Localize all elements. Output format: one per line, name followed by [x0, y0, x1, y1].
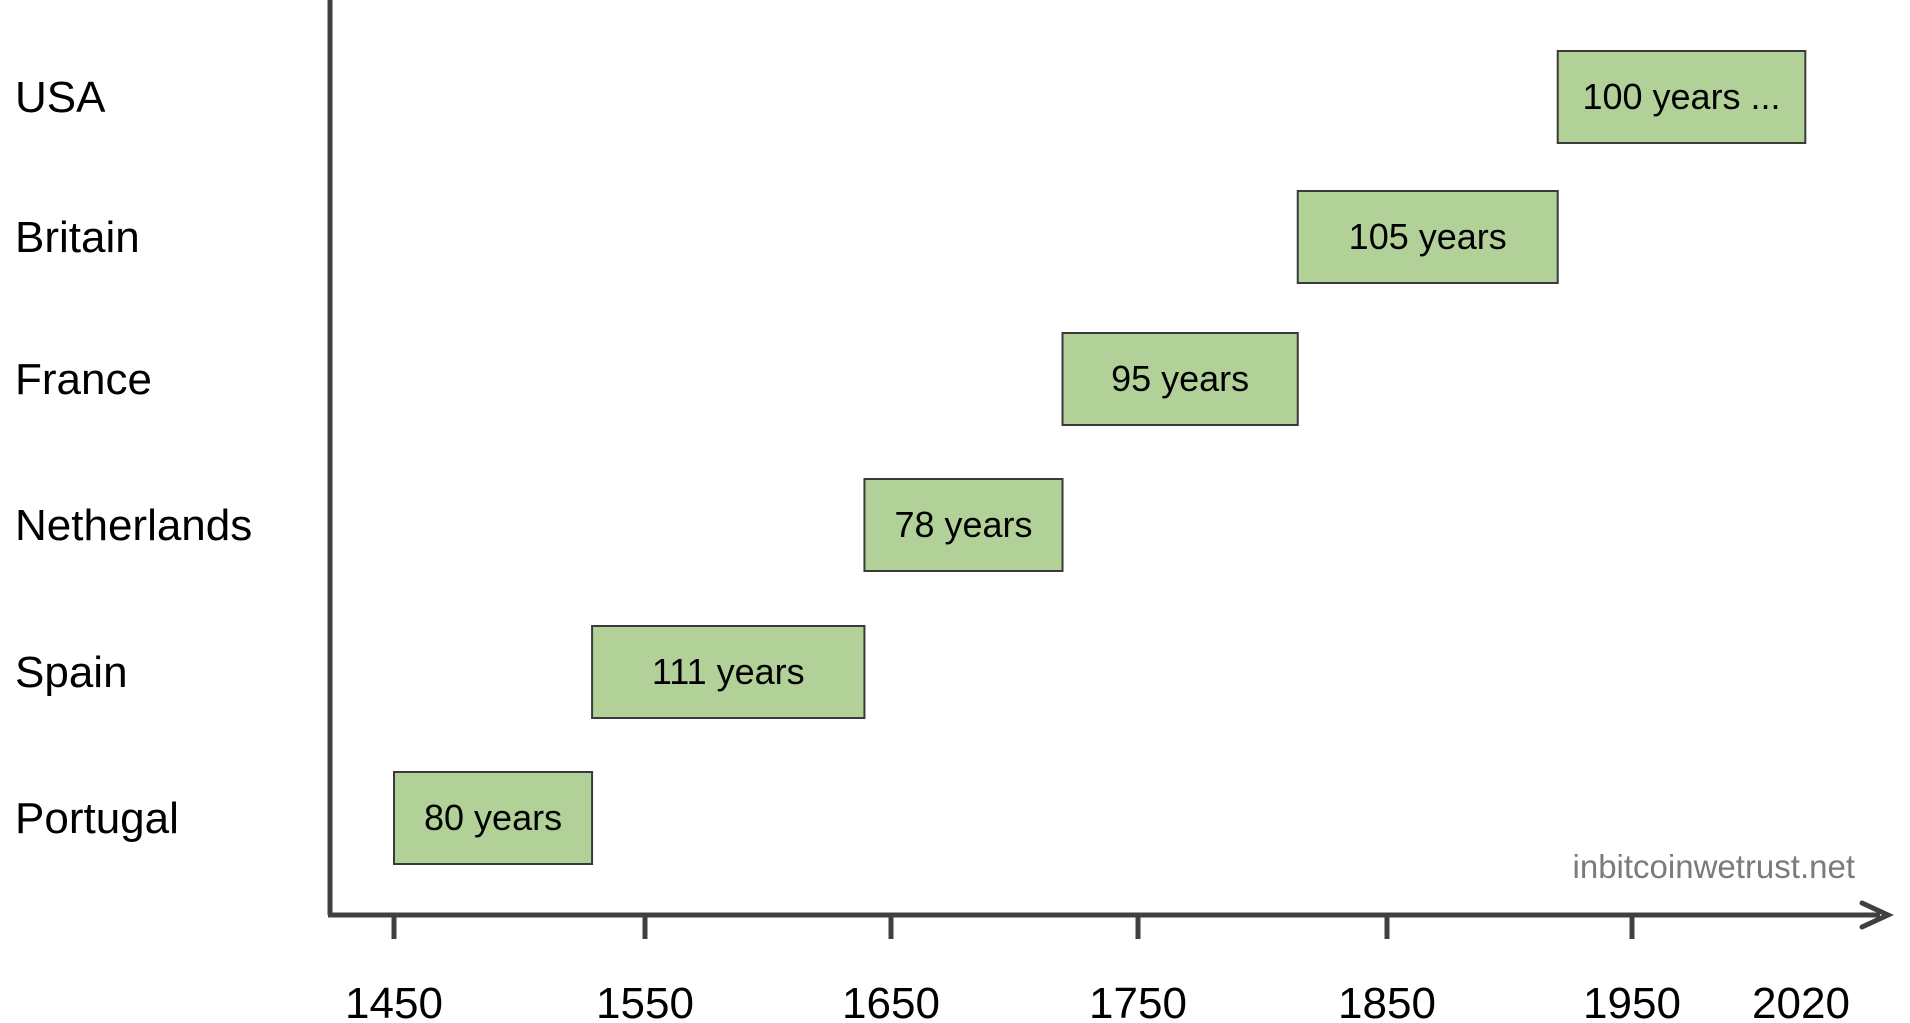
x-tick-label-2020: 2020 [1752, 979, 1850, 1023]
category-label-france: France [15, 355, 152, 404]
bar-label-france: 95 years [1111, 358, 1249, 399]
x-axis-arrowhead [1859, 900, 1894, 930]
axes [327, 0, 1894, 930]
bar-label-usa: 100 years ... [1582, 76, 1780, 117]
bar-label-portugal: 80 years [424, 797, 562, 838]
bar-france [1061, 332, 1299, 426]
category-labels: USA Britain France Netherlands Spain Portugal [15, 73, 252, 843]
x-tick-label-1650: 1650 [842, 979, 940, 1023]
x-axis-ticks [391, 915, 1635, 939]
x-tick-label-1950: 1950 [1583, 979, 1681, 1023]
x-axis-tick-labels: 1450 1550 1650 1750 1850 1950 2020 [345, 979, 1850, 1023]
category-label-spain: Spain [15, 648, 128, 697]
bar-portugal [393, 771, 594, 865]
bar-spain [591, 625, 866, 719]
category-label-usa: USA [15, 73, 106, 122]
bar-label-netherlands: 78 years [894, 504, 1032, 545]
category-label-netherlands: Netherlands [15, 501, 252, 550]
category-label-britain: Britain [15, 213, 140, 262]
x-tick-label-1750: 1750 [1089, 979, 1187, 1023]
bar-netherlands [863, 478, 1064, 572]
bars [393, 50, 1807, 865]
x-tick-label-1850: 1850 [1338, 979, 1436, 1023]
bar-label-spain: 111 years [652, 651, 805, 692]
category-label-portugal: Portugal [15, 794, 179, 843]
bar-label-britain: 105 years [1349, 216, 1507, 257]
bar-labels: 100 years ... 105 years 95 years 78 years 11… [424, 76, 1781, 838]
bar-usa [1556, 50, 1807, 144]
x-tick-label-1450: 1450 [345, 979, 443, 1023]
x-tick-label-1550: 1550 [596, 979, 694, 1023]
watermark-text: inbitcoinwetrust.net [1573, 848, 1855, 885]
bar-britain [1296, 190, 1559, 284]
